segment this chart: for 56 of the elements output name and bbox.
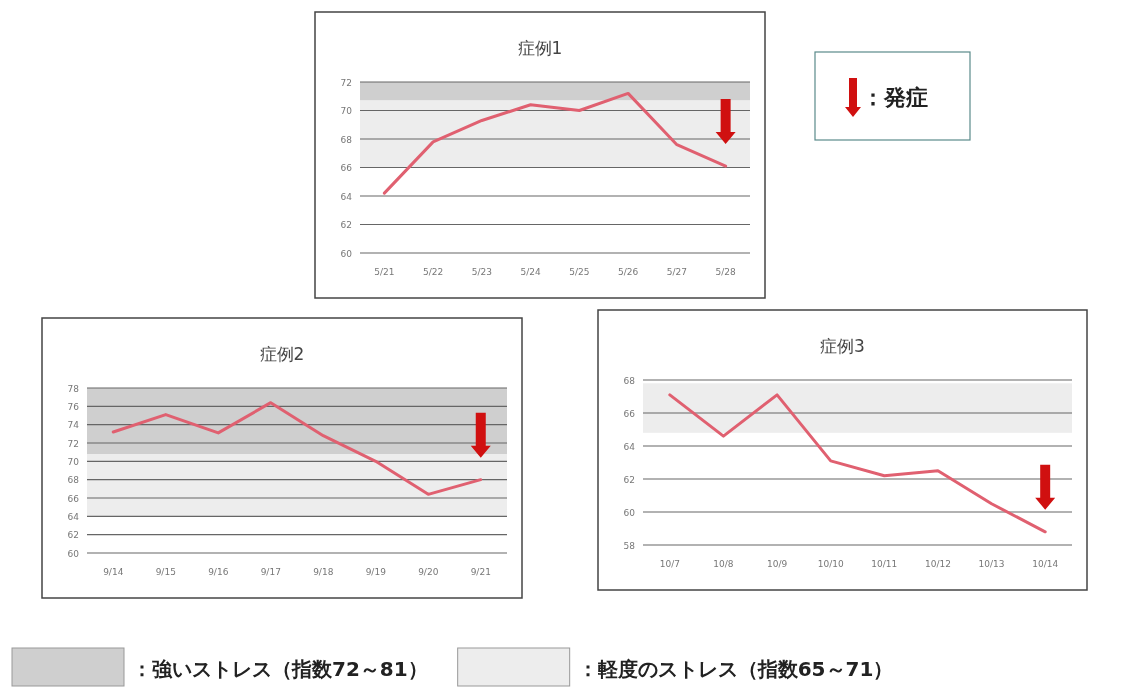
x-tick-label: 10/14 xyxy=(1032,559,1059,569)
x-tick-label: 9/16 xyxy=(208,567,229,577)
y-tick-label: 62 xyxy=(340,220,352,230)
y-tick-label: 72 xyxy=(340,77,352,88)
y-tick-label: 78 xyxy=(67,383,80,394)
y-tick-label: 68 xyxy=(67,475,80,486)
y-tick-label: 64 xyxy=(623,441,636,452)
y-tick-label: 70 xyxy=(340,106,353,116)
x-tick-label: 5/24 xyxy=(520,267,541,277)
x-tick-label: 9/21 xyxy=(470,567,491,577)
y-tick-label: 68 xyxy=(340,134,353,145)
x-tick-label: 5/27 xyxy=(666,267,687,277)
y-tick-label: 64 xyxy=(340,191,353,202)
x-tick-label: 10/7 xyxy=(659,559,680,569)
y-tick-label: 62 xyxy=(67,530,79,541)
line-series xyxy=(111,401,483,496)
chart-title: 症例2 xyxy=(259,344,305,364)
x-tick-label: 5/26 xyxy=(618,267,639,277)
y-tick-label: 66 xyxy=(340,163,353,173)
x-tick-label: 5/28 xyxy=(715,267,736,277)
x-tick-label: 10/9 xyxy=(766,559,788,569)
text: ：軽度のストレス（指数65～71） xyxy=(577,657,894,681)
x-tick-label: 9/15 xyxy=(155,567,176,577)
x-tick-label: 10/13 xyxy=(978,559,1005,569)
x-tick-label: 5/23 xyxy=(471,267,492,277)
x-tick-label: 10/10 xyxy=(817,559,844,569)
y-tick-label: 74 xyxy=(67,420,80,431)
y-tick-label: 60 xyxy=(623,507,636,518)
x-tick-label: 9/20 xyxy=(418,567,439,577)
chart-title: 症例3 xyxy=(820,336,865,356)
y-tick-label: 60 xyxy=(67,548,80,559)
y-tick-label: 68 xyxy=(623,375,636,386)
x-tick-label: 5/22 xyxy=(423,267,444,277)
x-tick-label: 10/8 xyxy=(713,559,734,569)
y-tick-label: 76 xyxy=(67,401,80,412)
x-tick-label: 10/12 xyxy=(924,559,951,569)
text: ：発症 xyxy=(862,85,928,110)
line-series xyxy=(668,393,1047,534)
y-tick-label: 72 xyxy=(67,438,79,449)
x-tick-label: 9/14 xyxy=(103,567,124,577)
y-tick-label: 62 xyxy=(623,474,635,485)
y-tick-label: 66 xyxy=(623,408,636,419)
y-tick-label: 64 xyxy=(67,511,80,522)
y-tick-label: 58 xyxy=(623,540,636,551)
y-tick-label: 66 xyxy=(67,493,80,504)
x-tick-label: 9/17 xyxy=(260,567,281,577)
text: ：強いストレス（指数72～81） xyxy=(132,657,428,681)
x-tick-label: 5/25 xyxy=(569,267,590,277)
x-tick-label: 9/18 xyxy=(313,567,334,577)
x-tick-label: 10/11 xyxy=(871,559,898,569)
y-tick-label: 60 xyxy=(340,248,353,259)
x-tick-label: 5/21 xyxy=(374,267,395,277)
line-series xyxy=(382,91,728,195)
chart-title: 症例1 xyxy=(517,38,563,58)
y-tick-label: 70 xyxy=(67,456,80,467)
x-tick-label: 9/19 xyxy=(365,567,387,577)
